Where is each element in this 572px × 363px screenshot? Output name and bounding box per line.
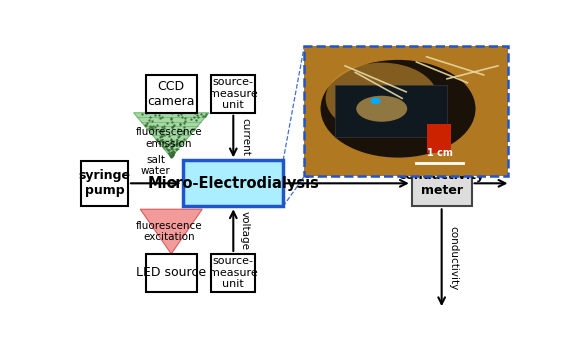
Text: fluorescence
excitation: fluorescence excitation (136, 221, 202, 242)
Circle shape (371, 98, 381, 104)
FancyBboxPatch shape (304, 46, 508, 176)
FancyBboxPatch shape (211, 254, 256, 291)
Polygon shape (134, 113, 209, 158)
Text: current: current (240, 118, 250, 155)
Text: conductivity
meter: conductivity meter (399, 169, 484, 197)
FancyBboxPatch shape (146, 254, 197, 291)
Text: voltage: voltage (240, 211, 250, 250)
FancyBboxPatch shape (184, 160, 283, 207)
FancyBboxPatch shape (211, 75, 256, 113)
FancyBboxPatch shape (146, 75, 197, 113)
FancyBboxPatch shape (81, 161, 128, 206)
Polygon shape (140, 209, 202, 254)
Text: LED source: LED source (136, 266, 206, 279)
Text: syringe
pump: syringe pump (79, 169, 131, 197)
Text: fluorescence
emission: fluorescence emission (136, 127, 202, 149)
Ellipse shape (325, 62, 438, 134)
FancyBboxPatch shape (335, 85, 447, 137)
Text: conductivity: conductivity (448, 226, 458, 290)
Text: fresh
water: fresh water (332, 155, 362, 176)
Text: 1 cm: 1 cm (427, 148, 453, 158)
FancyBboxPatch shape (412, 160, 471, 207)
Circle shape (320, 60, 475, 158)
Text: CCD
camera: CCD camera (148, 80, 195, 108)
FancyBboxPatch shape (427, 125, 451, 153)
Text: Micro-Electrodialysis: Micro-Electrodialysis (148, 176, 319, 191)
Text: source-
measure
unit: source- measure unit (209, 256, 257, 289)
Text: source-
measure
unit: source- measure unit (209, 77, 257, 110)
Text: salt
water: salt water (141, 155, 170, 176)
Ellipse shape (356, 96, 407, 122)
